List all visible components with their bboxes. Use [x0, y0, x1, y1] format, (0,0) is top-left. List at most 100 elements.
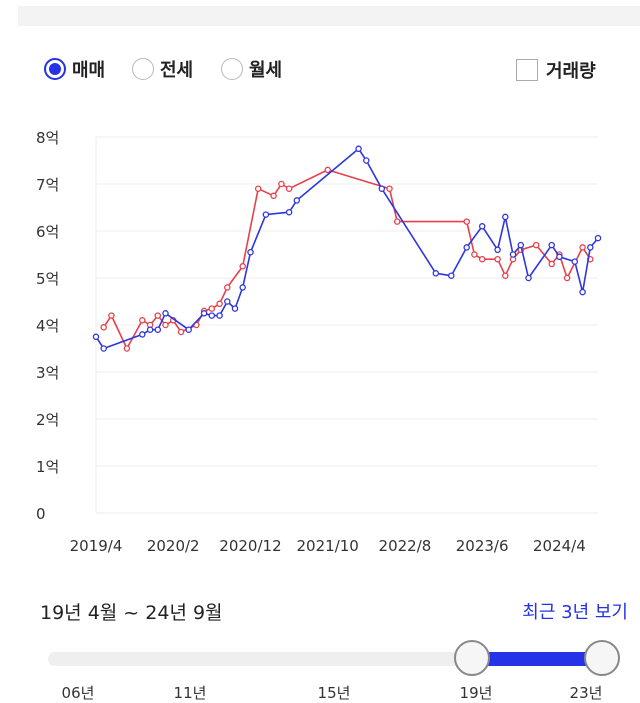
x-tick-label: 2019/4 — [70, 537, 123, 555]
y-axis-ticks: 0 1억 2억 3억 4억 5억 6억 7억 8억 — [36, 129, 59, 523]
data-point — [386, 185, 393, 192]
data-point — [185, 326, 192, 333]
radio-sale-label: 매매 — [72, 60, 106, 81]
period-slider[interactable] — [48, 640, 620, 682]
y-tick-label: 2억 — [36, 411, 59, 429]
radio-monthly-rent[interactable]: 월세 — [221, 56, 282, 82]
x-tick-label: 2022/8 — [379, 537, 432, 555]
data-point — [563, 274, 571, 282]
y-tick-label: 8억 — [36, 129, 59, 147]
y-tick-label: 4억 — [36, 317, 59, 335]
data-point — [378, 185, 386, 192]
radio-circle-icon — [132, 58, 154, 80]
data-point — [594, 234, 602, 242]
x-tick-label: 2020/12 — [219, 537, 281, 555]
data-point — [100, 324, 107, 331]
data-point — [216, 312, 223, 319]
slider-end-handle[interactable] — [584, 640, 620, 676]
data-point — [579, 244, 586, 251]
data-point — [478, 255, 486, 263]
radio-circle-icon — [221, 58, 243, 80]
data-point — [393, 218, 401, 225]
data-point — [92, 333, 100, 341]
slider-selected-range — [472, 652, 604, 666]
data-point — [278, 180, 285, 188]
data-point — [463, 244, 470, 251]
data-point — [502, 272, 509, 279]
radio-jeonse-label: 전세 — [160, 60, 194, 81]
data-point — [293, 197, 301, 204]
data-point — [224, 284, 231, 291]
recent-3-years-link[interactable]: 최근 3년 보기 — [522, 602, 628, 623]
radio-circle-icon — [44, 58, 66, 80]
data-point — [579, 288, 586, 296]
slider-tick-label: 06년 — [61, 684, 95, 702]
x-axis-ticks: 2019/4 2020/2 2020/12 2021/10 2022/8 2023/6 20… — [70, 537, 586, 555]
price-chart: 0 1억 2억 3억 4억 5억 6억 7억 8억 2019/4 2020/2 2020/12 202… — [36, 129, 602, 555]
data-point — [216, 300, 223, 308]
data-point — [587, 244, 594, 251]
data-point — [432, 270, 440, 277]
data-point — [494, 255, 501, 263]
period-range-label: 19년 4월 ~ 24년 9월 — [40, 602, 223, 624]
data-point — [448, 272, 455, 279]
data-point — [154, 312, 162, 319]
data-point — [270, 192, 277, 200]
data-point — [494, 246, 501, 254]
data-point — [224, 298, 231, 305]
data-point — [177, 328, 185, 336]
data-point — [231, 305, 239, 312]
data-point — [247, 248, 254, 256]
data-point — [162, 310, 169, 317]
data-point — [239, 284, 246, 291]
y-tick-label: 6억 — [36, 223, 59, 241]
data-point — [548, 260, 555, 268]
data-point — [262, 211, 270, 218]
data-point — [254, 185, 262, 192]
radio-monthly-rent-label: 월세 — [249, 60, 283, 81]
data-point — [502, 213, 509, 221]
data-point — [478, 223, 486, 230]
y-tick-label: 3억 — [36, 364, 59, 382]
data-point — [139, 331, 146, 338]
data-point — [509, 251, 517, 258]
slider-tick-label: 11년 — [173, 684, 207, 702]
slider-tick-label: 19년 — [459, 684, 493, 702]
data-point — [517, 241, 525, 249]
data-point — [208, 305, 216, 312]
data-point — [108, 312, 115, 319]
x-tick-label: 2023/6 — [456, 537, 509, 555]
data-point — [100, 345, 107, 352]
data-point — [463, 218, 470, 225]
data-point — [208, 312, 216, 319]
data-point — [471, 251, 478, 258]
data-point — [548, 241, 555, 249]
y-tick-label: 7억 — [36, 176, 59, 194]
data-point — [200, 310, 208, 317]
grid — [95, 136, 598, 514]
radio-jeonse[interactable]: 전세 — [132, 56, 193, 82]
data-point — [556, 253, 563, 261]
data-point — [324, 166, 331, 174]
slider-tick-label: 15년 — [317, 684, 351, 702]
radio-sale[interactable]: 매매 — [44, 56, 105, 82]
x-tick-label: 2020/2 — [147, 537, 200, 555]
checkbox-icon — [516, 59, 538, 81]
y-tick-label: 5억 — [36, 270, 59, 288]
y-tick-label: 1억 — [36, 458, 59, 476]
volume-checkbox[interactable]: 거래량 — [516, 57, 596, 83]
data-point — [139, 317, 146, 324]
x-tick-label: 2021/10 — [297, 537, 359, 555]
top-strip — [18, 6, 640, 26]
data-point — [363, 157, 370, 164]
y-tick-label: 0 — [36, 505, 46, 523]
chart-options: 매매 전세 월세 거래량 — [0, 52, 640, 88]
data-point — [146, 326, 154, 333]
slider-tick-label: 23년 — [569, 684, 603, 702]
data-point — [285, 208, 293, 216]
slider-start-handle[interactable] — [454, 640, 490, 676]
volume-label: 거래량 — [546, 61, 596, 82]
data-point — [571, 258, 579, 265]
data-point — [532, 241, 540, 249]
data-point — [525, 274, 532, 282]
